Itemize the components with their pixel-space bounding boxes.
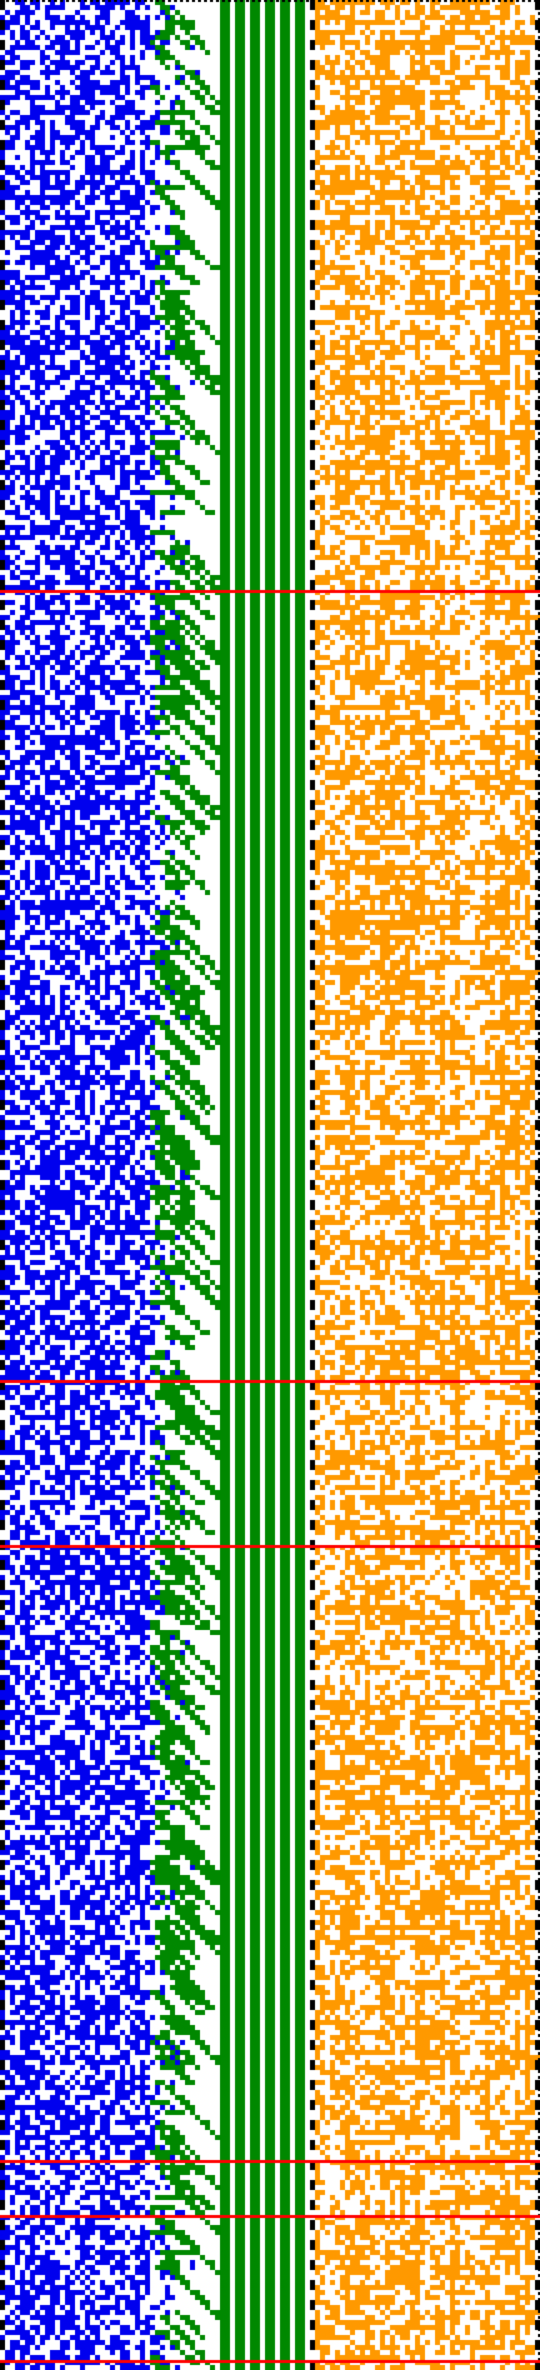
matrix-visualization bbox=[0, 0, 540, 2370]
